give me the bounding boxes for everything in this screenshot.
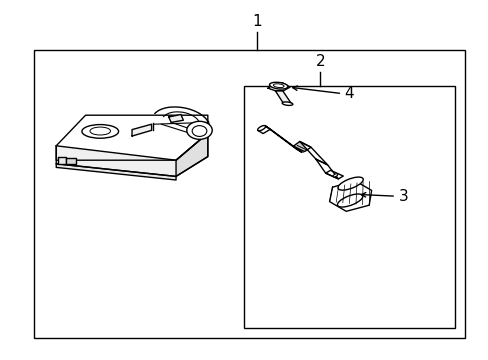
Polygon shape <box>293 141 310 152</box>
Polygon shape <box>66 158 76 164</box>
Ellipse shape <box>269 82 287 89</box>
Polygon shape <box>325 170 343 179</box>
Ellipse shape <box>192 126 206 136</box>
Ellipse shape <box>273 84 284 87</box>
Polygon shape <box>267 83 289 91</box>
Ellipse shape <box>90 127 110 135</box>
Text: 1: 1 <box>251 14 261 29</box>
Polygon shape <box>168 114 183 122</box>
Ellipse shape <box>337 177 363 190</box>
Polygon shape <box>275 91 291 104</box>
Text: 3: 3 <box>398 189 407 204</box>
Ellipse shape <box>332 174 337 177</box>
Text: 4: 4 <box>344 86 354 101</box>
Ellipse shape <box>81 125 118 138</box>
Ellipse shape <box>337 194 362 207</box>
Polygon shape <box>56 115 207 160</box>
Polygon shape <box>132 124 151 136</box>
Polygon shape <box>329 181 371 211</box>
Polygon shape <box>58 157 66 164</box>
Polygon shape <box>257 126 270 134</box>
Polygon shape <box>56 164 176 180</box>
Ellipse shape <box>282 102 292 105</box>
Polygon shape <box>265 126 301 152</box>
Bar <box>244 86 454 328</box>
Ellipse shape <box>257 126 265 131</box>
Bar <box>34 50 464 338</box>
Ellipse shape <box>186 121 212 139</box>
Text: 2: 2 <box>315 54 325 69</box>
Polygon shape <box>299 141 327 165</box>
Polygon shape <box>176 133 207 176</box>
Polygon shape <box>315 159 338 179</box>
Polygon shape <box>56 133 207 176</box>
